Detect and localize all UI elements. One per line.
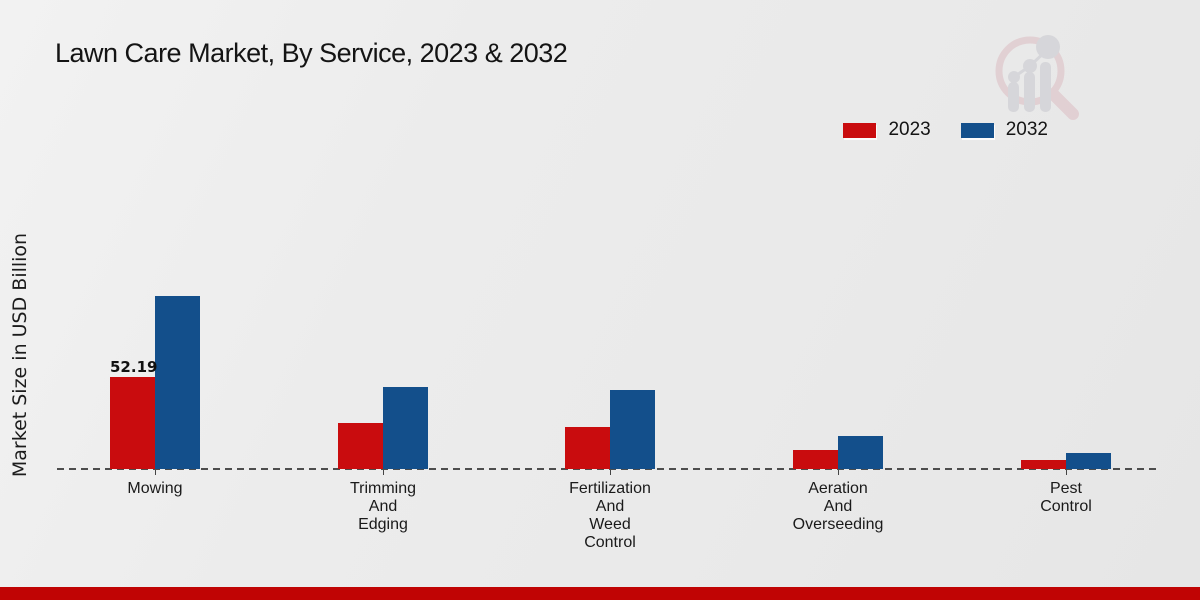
bar-2023-category-2 xyxy=(565,427,610,469)
category-label: Mowing xyxy=(127,480,183,497)
legend-swatch-2023 xyxy=(843,122,877,138)
category-label: Pest Control xyxy=(1040,480,1092,515)
bar-2023-category-0 xyxy=(110,377,155,469)
x-axis-tick xyxy=(155,470,156,475)
legend-label-2032: 2032 xyxy=(1005,119,1048,140)
legend-item-2023: 2023 xyxy=(843,119,931,141)
brand-logo-watermark xyxy=(980,25,1100,125)
legend-swatch-2032 xyxy=(960,122,994,138)
x-axis-tick xyxy=(383,470,384,475)
x-axis-baseline xyxy=(57,468,1161,470)
bar-2023-category-1 xyxy=(338,423,383,469)
category-label: Trimming And Edging xyxy=(349,480,417,533)
bar-2023-category-4 xyxy=(1021,460,1066,469)
bar-value-label: 52.19 xyxy=(110,358,158,376)
category-label: Aeration And Overseeding xyxy=(792,480,884,533)
magnifier-bar-chart-icon xyxy=(995,35,1079,120)
legend-item-2032: 2032 xyxy=(960,119,1048,141)
chart-title: Lawn Care Market, By Service, 2023 & 203… xyxy=(55,38,568,68)
bar-2032-category-3 xyxy=(838,436,883,469)
bar-2032-category-0 xyxy=(155,296,200,469)
bar-2032-category-2 xyxy=(610,390,655,469)
bar-2032-category-1 xyxy=(383,387,428,469)
legend-label-2023: 2023 xyxy=(888,119,931,140)
legend: 2023 2032 xyxy=(843,119,1048,141)
bar-2023-category-3 xyxy=(793,450,838,469)
footer-red-band xyxy=(0,587,1200,600)
x-axis-tick xyxy=(1066,470,1067,475)
bar-2032-category-4 xyxy=(1066,453,1111,469)
x-axis-tick xyxy=(610,470,611,475)
category-label: Fertilization And Weed Control xyxy=(569,480,651,551)
x-axis-tick xyxy=(838,470,839,475)
